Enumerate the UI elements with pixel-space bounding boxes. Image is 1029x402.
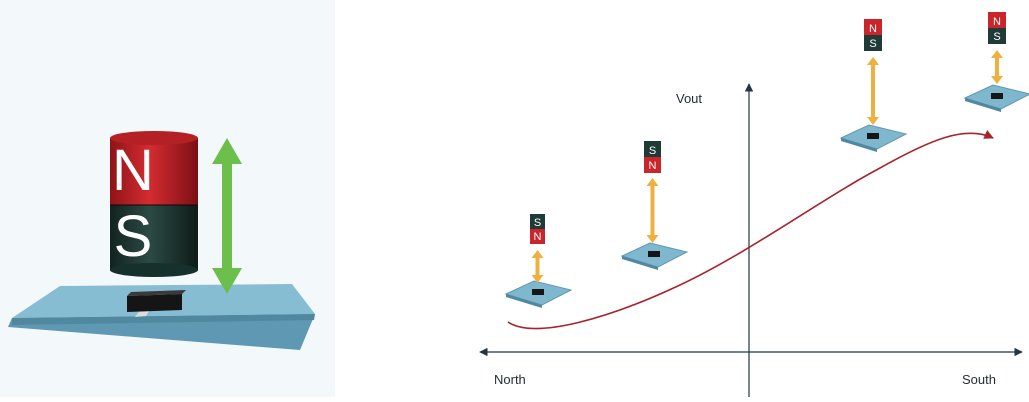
- vout-curve: [507, 130, 994, 330]
- stage-sensor-chip: [648, 251, 660, 257]
- stage-magnet-top: [530, 214, 545, 229]
- magnet-top-pole-label: N: [112, 138, 154, 203]
- stage-4: NS: [963, 12, 1029, 112]
- stage-bottom-pole-label: N: [534, 231, 542, 243]
- stage-top-pole-label: S: [534, 217, 541, 229]
- stage-magnet-top: [644, 141, 661, 157]
- stage-arrow-up-head: [867, 57, 879, 65]
- stage-board-edge: [841, 138, 877, 152]
- x-axis-right-label: South: [962, 372, 996, 387]
- hall-sensor-chip: [127, 290, 186, 317]
- stage-top-pole-label: S: [649, 145, 656, 157]
- stage-magnet-bottom: [530, 229, 545, 244]
- stage-board-edge: [622, 256, 658, 270]
- stage-board-edge: [506, 294, 542, 308]
- vertical-movement-arrow: [212, 138, 242, 294]
- stage-arrow-down-head: [991, 76, 1003, 84]
- x-axis-left-label: North: [494, 372, 526, 387]
- stage-arrow-up-head: [991, 50, 1003, 58]
- stage-board-edge: [965, 98, 1001, 112]
- stage-magnet-bottom: [644, 157, 661, 173]
- stage-magnet-bottom: [864, 35, 882, 51]
- magnet-bottom-pole-label: S: [113, 204, 153, 269]
- stage-arrow-shaft: [871, 63, 875, 119]
- stage-sensor-chip: [532, 289, 544, 295]
- stage-magnet-top: [988, 12, 1006, 28]
- stage-top-pole-label: N: [869, 23, 877, 35]
- stage-bottom-pole-label: S: [993, 31, 1000, 43]
- stage-magnet-bottom: [988, 28, 1006, 44]
- stage-arrow-down-head: [531, 275, 544, 283]
- stage-1: SN: [504, 214, 573, 308]
- stage-arrow-shaft: [995, 56, 999, 78]
- stage-arrow-shaft: [535, 256, 540, 277]
- stage-sensor-chip: [991, 93, 1003, 99]
- stage-2: SN: [620, 141, 689, 270]
- stage-bottom-pole-label: S: [869, 38, 876, 50]
- cylinder-magnet: [110, 131, 198, 277]
- stage-arrow-down-head: [646, 235, 659, 243]
- stage-arrow-shaft: [650, 184, 655, 237]
- stage-arrow-up-head: [646, 178, 659, 186]
- stage-3: NS: [839, 19, 908, 152]
- stage-sensor-chip: [867, 133, 879, 139]
- stage-top-pole-label: N: [993, 16, 1001, 28]
- stage-arrow-up-head: [531, 250, 544, 258]
- y-axis-label: Vout: [676, 91, 703, 106]
- stage-magnet-top: [864, 19, 882, 35]
- left-illustration: [0, 0, 335, 397]
- stage-arrow-down-head: [867, 117, 879, 125]
- graph-axes: [479, 83, 1023, 397]
- stage-bottom-pole-label: N: [649, 160, 657, 172]
